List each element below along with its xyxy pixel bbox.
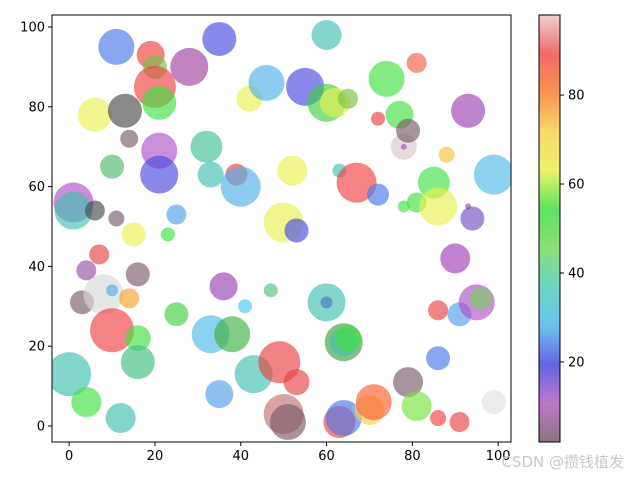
bubble-9 <box>83 274 124 315</box>
axes-frame <box>51 14 512 443</box>
bubble-36 <box>202 21 237 56</box>
bubble-79 <box>406 52 427 73</box>
bubble-34 <box>197 161 224 188</box>
x-tick-label-100: 100 <box>486 449 511 464</box>
bubble-5 <box>71 387 102 418</box>
bubble-96 <box>473 154 511 195</box>
bubble-67 <box>336 162 377 203</box>
x-tick-label-20: 20 <box>147 449 164 464</box>
bubble-46 <box>263 283 278 298</box>
bubble-29 <box>160 227 175 242</box>
bubble-52 <box>284 218 309 243</box>
x-tick-label-0: 0 <box>65 449 73 464</box>
colorbar-gradient <box>539 15 560 442</box>
bubble-11 <box>106 284 119 297</box>
bubble-93 <box>460 206 485 231</box>
bubble-90 <box>449 412 470 433</box>
bubble-87 <box>438 146 455 163</box>
bubble-72 <box>368 60 405 97</box>
bubble-85 <box>426 346 451 371</box>
bubble-8 <box>89 244 110 265</box>
bubble-86 <box>430 410 447 427</box>
bubble-18 <box>119 288 140 309</box>
bubble-97 <box>481 390 506 415</box>
bubble-88 <box>440 243 471 274</box>
y-tick-label-60: 60 <box>28 180 45 195</box>
colorbar-tick-label-40: 40 <box>568 266 585 281</box>
y-tick-label-100: 100 <box>20 20 45 35</box>
bubble-50 <box>269 404 306 441</box>
bubble-2 <box>52 352 92 397</box>
x-tick-label-40: 40 <box>232 449 249 464</box>
bubble-22 <box>120 345 155 380</box>
x-tick-label-60: 60 <box>318 449 335 464</box>
bubble-95 <box>469 287 492 310</box>
bubble-38 <box>209 272 238 301</box>
bubble-layer <box>52 19 511 441</box>
bubble-33 <box>190 130 223 163</box>
bubble-81 <box>401 391 432 422</box>
bubble-71 <box>367 183 390 206</box>
bubble-31 <box>164 302 189 327</box>
colorbar-tick-label-20: 20 <box>568 355 585 370</box>
y-tick-label-0: 0 <box>37 420 45 435</box>
colorbar-tick-label-60: 60 <box>568 178 585 193</box>
bubble-32 <box>170 47 209 86</box>
bubble-42 <box>238 299 253 314</box>
bubble-70 <box>371 111 386 126</box>
bubble-45 <box>248 64 285 101</box>
bubble-13 <box>98 28 135 65</box>
bubble-20 <box>125 262 150 287</box>
x-tick-label-80: 80 <box>404 449 421 464</box>
bubble-41 <box>220 166 261 207</box>
bubble-7 <box>77 97 112 132</box>
y-tick-label-40: 40 <box>28 260 45 275</box>
bubble-16 <box>107 93 142 128</box>
bubble-55 <box>311 19 342 50</box>
colorbar-tick-label-80: 80 <box>568 89 585 104</box>
bubble-6 <box>84 200 105 221</box>
bubble-4 <box>76 260 97 281</box>
bubble-83 <box>419 187 458 226</box>
bubble-17 <box>120 129 139 148</box>
bubble-51 <box>277 155 308 186</box>
bubble-30 <box>166 204 187 225</box>
bubble-28 <box>140 155 179 194</box>
colorbar: 20 40 60 80 <box>538 14 585 443</box>
axes: 0 20 40 60 80 100 0 20 40 60 80 100 <box>20 14 512 464</box>
bubble-91 <box>451 93 486 128</box>
bubble-78 <box>393 367 424 398</box>
y-tick-label-80: 80 <box>28 100 45 115</box>
bubble-62 <box>325 400 362 437</box>
bubble-69 <box>355 384 392 421</box>
bubble-14 <box>108 210 125 227</box>
bubble-1 <box>54 191 93 230</box>
watermark: CSDN @攒钱植发 <box>501 453 624 471</box>
bubble-21 <box>124 325 151 352</box>
bubble-77 <box>396 118 421 143</box>
colorbar-frame <box>538 14 561 443</box>
bubble-26 <box>142 85 177 120</box>
bubble-10 <box>100 154 125 179</box>
bubble-66 <box>334 325 361 352</box>
bubble-65 <box>337 88 358 109</box>
bubble-39 <box>214 316 251 353</box>
bubble-84 <box>428 300 449 321</box>
bubble-15 <box>105 403 136 434</box>
bubble-53 <box>283 369 310 396</box>
y-tick-label-20: 20 <box>28 340 45 355</box>
bubble-75 <box>400 143 407 150</box>
bubble-37 <box>205 380 234 409</box>
bubble-12 <box>90 308 135 353</box>
bubble-19 <box>121 222 146 247</box>
bubble-58 <box>320 296 333 309</box>
